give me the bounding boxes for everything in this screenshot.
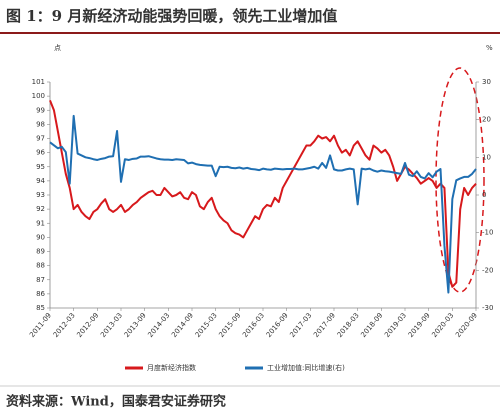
- y-tick-label: 87: [36, 276, 45, 284]
- y-tick-label: 97: [36, 135, 45, 143]
- legend-label: 月度新经济指数: [147, 363, 196, 372]
- y-tick-label: 100: [32, 92, 45, 100]
- y-tick-label: 99: [36, 106, 45, 114]
- y-tick-label: 88: [36, 262, 45, 270]
- x-tick-label: 2020-03: [430, 311, 455, 339]
- y2-tick-label: 10: [482, 153, 491, 161]
- x-tick-label: 2013-03: [99, 311, 124, 339]
- y-tick-label: 91: [36, 219, 45, 227]
- y-tick-label: 89: [36, 248, 45, 256]
- highlight-ellipse: [435, 67, 485, 293]
- y-tick-label: 101: [32, 78, 45, 86]
- y-tick-label: 94: [36, 177, 45, 185]
- x-tick-label: 2014-03: [146, 311, 171, 339]
- source: 资料来源：Wind，国泰君安证券研究: [6, 394, 226, 410]
- x-tick-label: 2017-09: [312, 311, 337, 339]
- series-line: [49, 99, 477, 288]
- y2-axis-label: %: [486, 44, 493, 52]
- x-tick-label: 2014-09: [170, 311, 195, 339]
- y2-tick-label: 20: [482, 116, 491, 124]
- y-tick-label: 93: [36, 191, 45, 199]
- x-tick-label: 2013-09: [123, 311, 148, 339]
- y-tick-label: 86: [36, 290, 45, 298]
- y-axis-label: 点: [54, 44, 61, 52]
- legend-label: 工业增加值:同比增速(右): [267, 363, 345, 372]
- y-tick-label: 92: [36, 205, 45, 213]
- y2-tick-label: -10: [482, 229, 493, 237]
- y-tick-label: 96: [36, 149, 45, 157]
- y2-tick-label: 0: [482, 191, 486, 199]
- x-tick-label: 2012-09: [75, 311, 100, 339]
- x-tick-label: 2012-03: [52, 311, 77, 339]
- y2-tick-label: -30: [482, 304, 493, 312]
- y-tick-label: 98: [36, 120, 45, 128]
- x-tick-label: 2011-09: [28, 311, 53, 339]
- x-tick-label: 2016-09: [265, 311, 290, 339]
- x-tick-label: 2019-03: [383, 311, 408, 339]
- y-tick-label: 95: [36, 163, 45, 171]
- x-tick-label: 2019-09: [407, 311, 432, 339]
- series-line: [49, 114, 477, 294]
- y2-tick-label: -20: [482, 266, 493, 274]
- chart-title: 图 1：9 月新经济动能强势回暖，领先工业增加值: [6, 7, 337, 25]
- x-tick-label: 2020-09: [454, 311, 479, 339]
- y-tick-label: 85: [36, 304, 45, 312]
- x-tick-label: 2015-09: [217, 311, 242, 339]
- x-tick-label: 2015-03: [194, 311, 219, 339]
- x-tick-label: 2016-03: [241, 311, 266, 339]
- x-tick-label: 2018-09: [359, 311, 384, 339]
- x-tick-label: 2017-03: [288, 311, 313, 339]
- x-tick-label: 2018-03: [336, 311, 361, 339]
- y2-tick-label: 30: [482, 78, 491, 86]
- y-tick-label: 90: [36, 233, 45, 241]
